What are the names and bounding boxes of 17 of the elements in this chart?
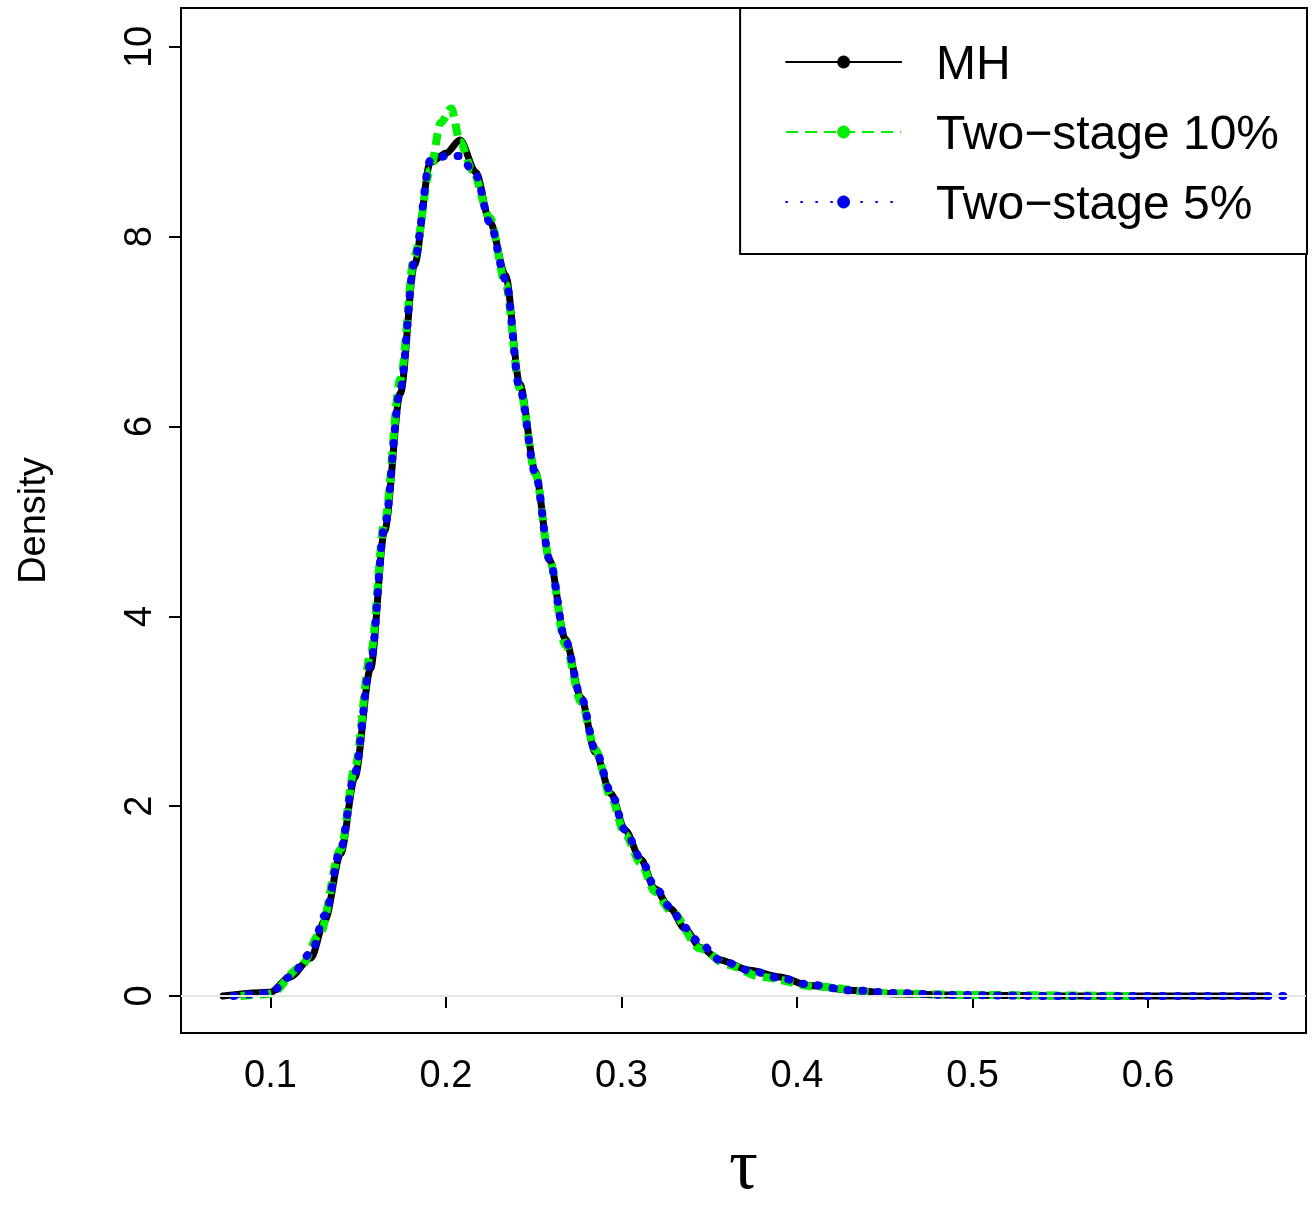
y-tick-label: 4	[117, 605, 159, 627]
legend-label: Two−stage 5%	[936, 175, 1253, 229]
y-tick-label: 8	[117, 226, 159, 248]
legend-label: Two−stage 10%	[936, 105, 1279, 159]
y-tick-label: 2	[117, 795, 159, 817]
x-tick-label: 0.2	[419, 1053, 473, 1095]
y-tick-label: 6	[117, 415, 159, 438]
y-axis-title: Density	[11, 457, 53, 584]
x-tick-label: 0.4	[770, 1053, 824, 1095]
legend-label: MH	[936, 35, 1011, 89]
x-tick-label: 0.1	[244, 1053, 297, 1095]
x-tick-label: 0.6	[1121, 1053, 1175, 1095]
y-tick-label: 0	[117, 985, 159, 1007]
y-tick-label: 10	[117, 25, 159, 69]
x-axis-title: τ	[729, 1124, 758, 1204]
x-tick-label: 0.3	[595, 1053, 648, 1095]
x-tick-label: 0.5	[946, 1053, 999, 1095]
